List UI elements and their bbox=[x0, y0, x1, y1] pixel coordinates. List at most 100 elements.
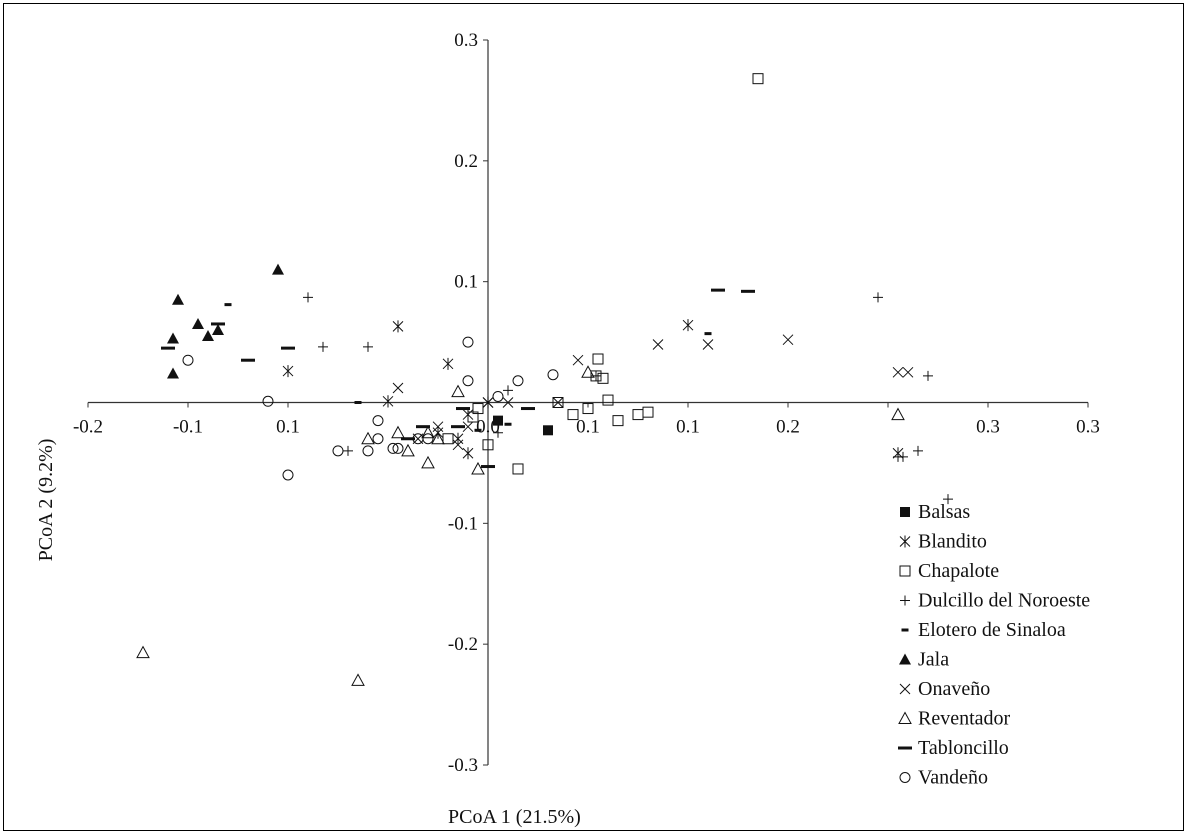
point-onave-o bbox=[652, 339, 664, 350]
point-elotero-de-sinaloa bbox=[354, 401, 362, 404]
point-elotero-de-sinaloa bbox=[474, 428, 482, 432]
point-dulcillo-del-noroeste bbox=[923, 370, 933, 381]
point-reventador bbox=[136, 645, 150, 659]
point-dulcillo-del-noroeste bbox=[493, 427, 503, 438]
point-tabloncillo bbox=[711, 288, 725, 292]
point-vande-o bbox=[422, 433, 434, 445]
legend-label: Blandito bbox=[918, 531, 987, 553]
x-tick-label: 0.1 bbox=[276, 417, 300, 438]
x-tick-label: 0.2 bbox=[776, 417, 800, 438]
point-tabloncillo bbox=[211, 322, 225, 326]
point-tabloncillo bbox=[456, 407, 470, 411]
point-chapalote bbox=[752, 73, 764, 85]
point-vande-o bbox=[262, 395, 274, 407]
point-blandito bbox=[452, 432, 464, 445]
point-reventador bbox=[361, 431, 375, 445]
point-reventador bbox=[471, 461, 485, 475]
point-onave-o bbox=[392, 382, 404, 394]
point-onave-o bbox=[572, 354, 584, 366]
point-balsas bbox=[493, 415, 503, 426]
point-reventador bbox=[581, 365, 595, 378]
y-tick-label: -0.2 bbox=[448, 634, 478, 655]
point-jala bbox=[212, 324, 224, 335]
point-chapalote bbox=[552, 397, 564, 408]
point-blandito bbox=[682, 319, 694, 332]
x-tick-label: -0.2 bbox=[73, 417, 103, 438]
point-chapalote bbox=[512, 463, 524, 475]
legend-marker bbox=[900, 507, 910, 517]
legend-marker bbox=[899, 683, 911, 695]
y-tick-label: 0.1 bbox=[454, 272, 478, 293]
point-onave-o bbox=[462, 421, 474, 433]
point-dulcillo-del-noroeste bbox=[591, 370, 601, 381]
point-chapalote bbox=[642, 406, 654, 418]
legend-label: Tabloncillo bbox=[918, 737, 1009, 759]
legend: Balsas Blandito Chapalote Dulcillo del Noro… bbox=[898, 501, 1090, 789]
point-dulcillo-del-noroeste bbox=[363, 341, 373, 352]
legend-label: Balsas bbox=[918, 501, 970, 523]
point-onave-o bbox=[452, 439, 464, 451]
point-blandito bbox=[442, 357, 454, 370]
point-vande-o bbox=[492, 390, 504, 402]
point-tabloncillo bbox=[401, 437, 415, 441]
point-chapalote bbox=[632, 409, 644, 421]
point-chapalote bbox=[597, 372, 609, 384]
x-tick-label: 0.1 bbox=[576, 417, 600, 438]
point-onave-o bbox=[502, 397, 514, 408]
point-reventador bbox=[401, 443, 415, 457]
x-axis-label: PCoA 1 (21.5%) bbox=[448, 806, 581, 828]
point-vande-o bbox=[387, 442, 399, 454]
y-tick-label: 0.3 bbox=[454, 30, 478, 51]
x-tick-label: -0.1 bbox=[173, 417, 203, 438]
point-tabloncillo bbox=[481, 465, 495, 469]
point-chapalote bbox=[592, 353, 604, 365]
point-tabloncillo bbox=[241, 358, 255, 362]
legend-marker bbox=[899, 772, 911, 783]
point-jala bbox=[202, 330, 214, 342]
point-chapalote bbox=[567, 409, 579, 421]
point-elotero-de-sinaloa bbox=[224, 303, 232, 307]
point-balsas bbox=[543, 425, 553, 436]
point-chapalote bbox=[482, 439, 494, 451]
point-vande-o bbox=[512, 375, 524, 387]
point-dulcillo-del-noroeste bbox=[318, 341, 328, 352]
point-dulcillo-del-noroeste bbox=[503, 385, 513, 396]
point-reventador bbox=[451, 384, 465, 398]
legend-marker bbox=[898, 746, 912, 750]
point-reventador bbox=[421, 455, 435, 469]
point-reventador bbox=[391, 425, 405, 439]
point-jala bbox=[172, 293, 184, 305]
point-tabloncillo bbox=[161, 346, 175, 350]
legend-label: Chapalote bbox=[918, 560, 999, 582]
legend-label: Elotero de Sinaloa bbox=[918, 619, 1066, 641]
legend-label: Reventador bbox=[918, 708, 1011, 730]
legend-marker bbox=[899, 653, 911, 665]
point-tabloncillo bbox=[416, 425, 430, 429]
point-reventador bbox=[421, 425, 435, 439]
y-tick-label: -0.3 bbox=[448, 755, 478, 776]
legend-marker bbox=[901, 628, 909, 632]
point-dulcillo-del-noroeste bbox=[873, 292, 883, 303]
point-tabloncillo bbox=[281, 346, 295, 350]
legend-marker bbox=[900, 595, 910, 606]
legend-label: Dulcillo del Noroeste bbox=[918, 590, 1090, 612]
x-tick-label: 0.3 bbox=[976, 417, 1000, 438]
point-vande-o bbox=[462, 336, 474, 348]
point-chapalote bbox=[442, 433, 454, 445]
point-vande-o bbox=[392, 442, 404, 454]
point-vande-o bbox=[372, 433, 384, 445]
x-tick-label: 0.1 bbox=[676, 417, 700, 438]
point-chapalote bbox=[472, 403, 484, 415]
point-tabloncillo bbox=[451, 425, 465, 429]
point-elotero-de-sinaloa bbox=[504, 422, 512, 426]
point-onave-o bbox=[702, 339, 714, 350]
point-blandito bbox=[282, 365, 294, 378]
point-vande-o bbox=[547, 369, 559, 381]
point-vande-o bbox=[372, 415, 384, 427]
point-onave-o bbox=[482, 397, 494, 408]
point-dulcillo-del-noroeste bbox=[913, 445, 923, 456]
point-jala bbox=[272, 263, 284, 275]
point-blandito bbox=[382, 395, 394, 408]
legend-label: Jala bbox=[918, 649, 949, 671]
